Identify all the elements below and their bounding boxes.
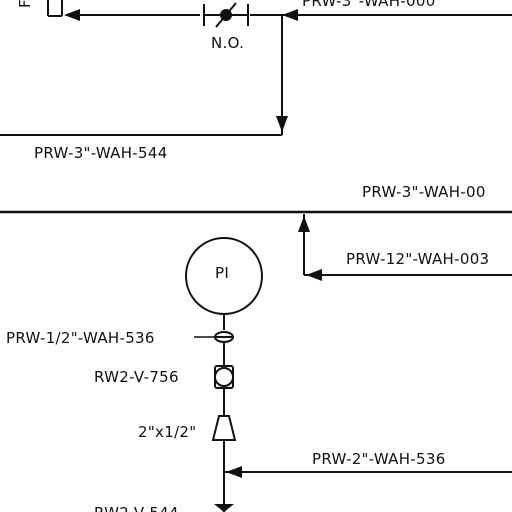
instrument-connection: PRW-1/2"-WAH-536 <box>6 329 234 347</box>
normally-open-valve: N.O. <box>203 2 249 52</box>
reducer: 2"x1/2" <box>138 415 237 441</box>
valve-756-label: RW2-V-756 <box>94 368 179 386</box>
valve-status-label: N.O. <box>211 34 244 52</box>
line-2in-label: PRW-2"-WAH-536 <box>312 450 446 468</box>
valve-756: RW2-V-756 <box>94 365 234 389</box>
top-line-arrow-left <box>64 9 200 21</box>
top-right-incoming-line: PRW-3"-WAH-000 <box>250 0 512 21</box>
reducer-label: 2"x1/2" <box>138 423 196 441</box>
line-12in-branch: PRW-12"-WAH-003 <box>298 214 512 281</box>
main-header-line: PRW-3"-WAH-00 <box>0 183 512 214</box>
left-edge-box: F <box>16 0 63 17</box>
main-header-label: PRW-3"-WAH-00 <box>362 183 486 201</box>
line-544-label: PRW-3"-WAH-544 <box>34 144 168 162</box>
bottom-valve: RW2-V-544 <box>94 504 234 512</box>
pi-label: PI <box>215 264 229 282</box>
line-half-inch-label: PRW-1/2"-WAH-536 <box>6 329 155 347</box>
bottom-valve-label: RW2-V-544 <box>94 504 179 512</box>
line-12in-label: PRW-12"-WAH-003 <box>346 250 489 268</box>
left-edge-letter: F <box>16 0 34 8</box>
line-2in-branch: PRW-2"-WAH-536 <box>224 450 512 478</box>
drop-line-544: PRW-3"-WAH-544 <box>0 15 288 162</box>
top-right-line-label: PRW-3"-WAH-000 <box>302 0 436 10</box>
pressure-indicator: PI <box>185 237 263 315</box>
